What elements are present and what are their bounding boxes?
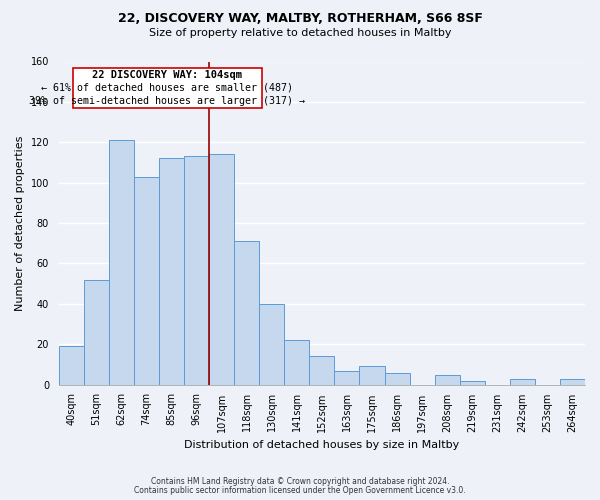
Bar xyxy=(385,372,410,384)
Text: Contains public sector information licensed under the Open Government Licence v3: Contains public sector information licen… xyxy=(134,486,466,495)
Bar xyxy=(359,366,385,384)
Bar xyxy=(59,346,84,385)
Bar xyxy=(259,304,284,384)
Text: ← 61% of detached houses are smaller (487): ← 61% of detached houses are smaller (48… xyxy=(41,83,293,93)
FancyBboxPatch shape xyxy=(73,68,262,108)
Text: 39% of semi-detached houses are larger (317) →: 39% of semi-detached houses are larger (… xyxy=(29,96,305,106)
Bar xyxy=(460,380,485,384)
Bar xyxy=(284,340,310,384)
Text: 22 DISCOVERY WAY: 104sqm: 22 DISCOVERY WAY: 104sqm xyxy=(92,70,242,80)
Bar xyxy=(560,378,585,384)
Y-axis label: Number of detached properties: Number of detached properties xyxy=(15,136,25,311)
Bar xyxy=(184,156,209,384)
Bar xyxy=(334,370,359,384)
Bar xyxy=(84,280,109,384)
Bar xyxy=(109,140,134,384)
Text: Size of property relative to detached houses in Maltby: Size of property relative to detached ho… xyxy=(149,28,451,38)
Text: 22, DISCOVERY WAY, MALTBY, ROTHERHAM, S66 8SF: 22, DISCOVERY WAY, MALTBY, ROTHERHAM, S6… xyxy=(118,12,482,26)
Bar xyxy=(434,374,460,384)
Bar xyxy=(159,158,184,384)
Bar xyxy=(510,378,535,384)
X-axis label: Distribution of detached houses by size in Maltby: Distribution of detached houses by size … xyxy=(184,440,460,450)
Bar xyxy=(134,176,159,384)
Text: Contains HM Land Registry data © Crown copyright and database right 2024.: Contains HM Land Registry data © Crown c… xyxy=(151,477,449,486)
Bar xyxy=(209,154,234,384)
Bar xyxy=(234,242,259,384)
Bar xyxy=(310,356,334,384)
